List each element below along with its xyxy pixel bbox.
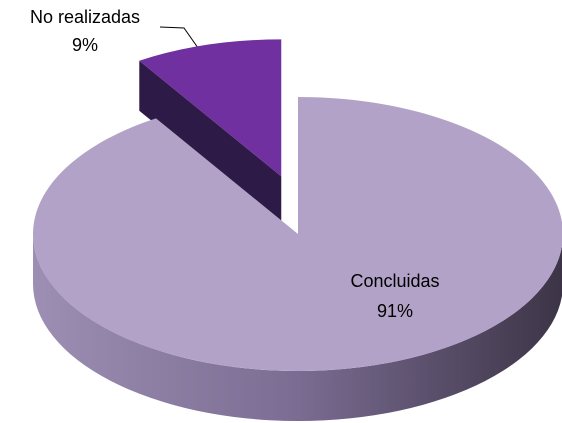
- slice: [33, 97, 562, 371]
- category-label: Concluidas: [350, 271, 439, 291]
- leader-line: [159, 26, 204, 56]
- slice-side: [139, 60, 282, 227]
- value-label: 91%: [377, 301, 413, 321]
- slice: [139, 39, 282, 177]
- category-label: No realizadas: [30, 7, 140, 27]
- slice-side: [33, 234, 562, 421]
- value-label: 9%: [72, 35, 98, 55]
